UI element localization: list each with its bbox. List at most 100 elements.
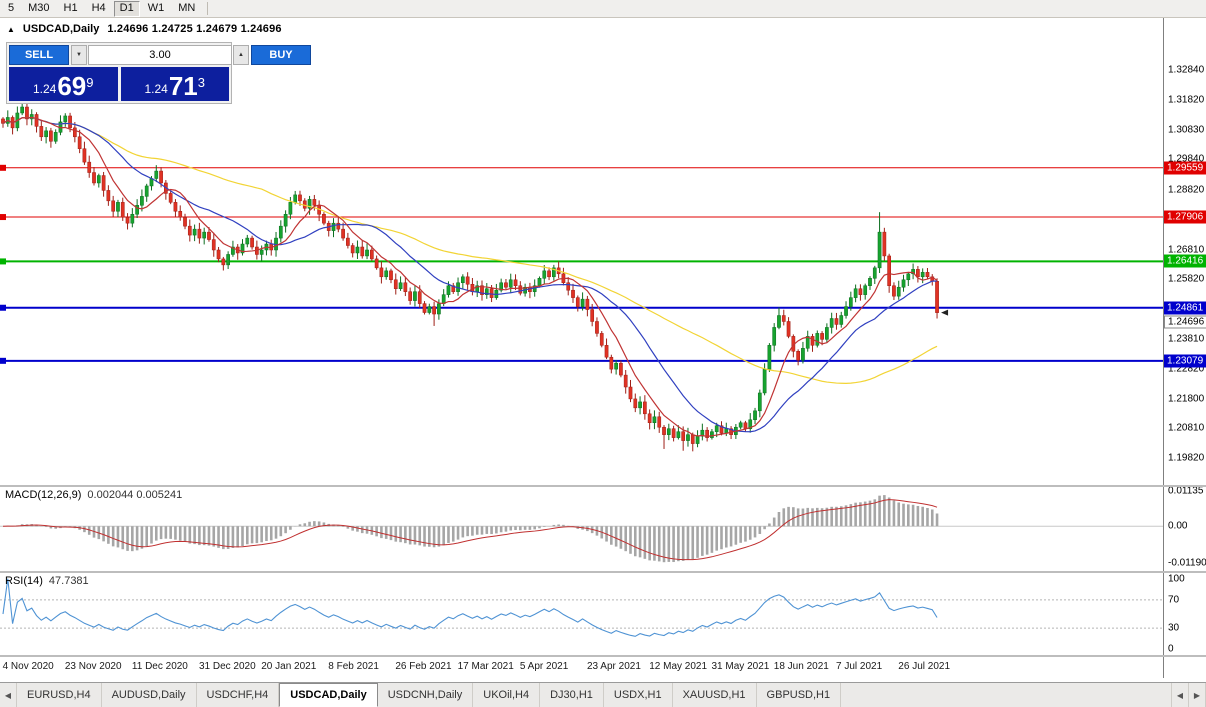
candle-body	[858, 288, 863, 295]
candle-body	[547, 270, 551, 278]
candle-body	[738, 422, 743, 428]
sell-price-prefix: 1.24	[32, 82, 57, 96]
tabs-scroll-right-icon[interactable]: ▶	[1189, 683, 1206, 707]
candle-body	[20, 106, 25, 114]
candle-body	[393, 279, 398, 289]
candle-body	[748, 419, 753, 429]
timeframe-m30[interactable]: M30	[22, 1, 55, 17]
candle-body	[901, 279, 906, 288]
candle-body	[815, 333, 820, 346]
tabs-left-edge-icon[interactable]: ◀	[0, 683, 17, 707]
date-label: 8 Feb 2021	[328, 661, 379, 672]
sell-button[interactable]: SELL	[9, 45, 69, 65]
price-marker-1.26416: 1.26416	[1164, 254, 1206, 268]
candle-body	[508, 279, 513, 288]
ma-medium-line	[2, 116, 938, 433]
timeframe-mn[interactable]: MN	[172, 1, 201, 17]
tab-dj30-h1[interactable]: DJ30,H1	[540, 683, 604, 707]
macd-signal-line	[2, 499, 938, 561]
candle-body	[820, 333, 824, 340]
candle-body	[757, 392, 762, 412]
rsi-scale-label: 30	[1168, 622, 1180, 634]
volume-increase-button[interactable]: ▲	[233, 45, 249, 65]
sell-price-display[interactable]: 1.24 69 9	[9, 67, 118, 101]
date-label: 12 May 2021	[649, 661, 708, 672]
buy-price-display[interactable]: 1.24 71 3	[120, 67, 229, 101]
candle-body	[298, 194, 302, 202]
line-anchor[interactable]	[0, 258, 6, 265]
volume-input[interactable]	[88, 45, 232, 65]
candle-body	[341, 228, 345, 239]
macd-title: MACD(12,26,9) 0.002044 0.005241	[5, 489, 182, 501]
volume-decrease-button[interactable]: ▼	[71, 45, 87, 65]
date-label: 5 Apr 2021	[519, 661, 569, 672]
candle-body	[183, 216, 187, 227]
timeframe-5[interactable]: 5	[2, 1, 20, 17]
chart-symbol-title: USDCAD,Daily	[22, 23, 100, 35]
candle-body	[489, 288, 494, 298]
price-scale-label: 1.26810	[1168, 244, 1205, 256]
date-axis[interactable]: 4 Nov 2020 23 Nov 2020 11 Dec 2020 31 Dec 2…	[0, 656, 1163, 682]
tab-usdchf-h4[interactable]: USDCHF,H4	[197, 683, 280, 707]
collapse-chart-icon[interactable]: ▲	[7, 24, 15, 34]
buy-button[interactable]: BUY	[251, 45, 311, 65]
tab-usdcad-daily[interactable]: USDCAD,Daily	[279, 683, 378, 707]
tab-xauusd-h1[interactable]: XAUUSD,H1	[673, 683, 757, 707]
candle-body	[207, 231, 211, 240]
tab-ukoil-h4[interactable]: UKOil,H4	[473, 683, 541, 707]
candle-body	[518, 285, 523, 294]
current-price-label: 1.24696	[1164, 315, 1206, 329]
candle-body	[681, 431, 686, 441]
candle-body	[604, 345, 609, 358]
panel-splitter[interactable]	[0, 655, 1206, 657]
price-scale-label: 1.28820	[1168, 184, 1205, 196]
candle-body	[700, 429, 705, 437]
rsi-line	[2, 578, 938, 637]
candle-body	[192, 228, 197, 236]
candle-body	[432, 306, 436, 315]
candle-body	[877, 231, 882, 269]
line-anchor[interactable]	[0, 357, 6, 364]
candle-body	[662, 426, 666, 435]
candle-body	[609, 356, 614, 370]
rsi-title-text: RSI(14)	[5, 575, 43, 587]
candle-body	[652, 416, 657, 423]
line-anchor[interactable]	[0, 164, 6, 171]
tab-eurusd-h4[interactable]: EURUSD,H4	[17, 683, 102, 707]
panel-splitter[interactable]	[0, 485, 1206, 487]
candle-body	[614, 362, 618, 370]
price-scale-label: 1.29840	[1168, 153, 1205, 165]
price-scale-label: 1.19820	[1168, 452, 1205, 464]
price-marker-1.23079: 1.23079	[1164, 354, 1206, 368]
price-scale[interactable]: 1.328401.318201.308301.298401.288201.278…	[1163, 18, 1206, 678]
candle-body	[906, 273, 911, 281]
candle-body	[408, 291, 412, 301]
candle-body	[810, 336, 815, 346]
timeframe-h1[interactable]: H1	[58, 1, 84, 17]
tab-audusd-daily[interactable]: AUDUSD,Daily	[102, 683, 197, 707]
timeframe-w1[interactable]: W1	[142, 1, 171, 17]
chart-ohlc-bar: ▲ USDCAD,Daily 1.24696 1.24725 1.24679 1…	[0, 18, 1163, 40]
toolbar-separator	[207, 2, 209, 15]
macd-chart[interactable]	[0, 487, 1163, 571]
candle-body	[49, 130, 53, 142]
timeframe-d1[interactable]: D1	[113, 0, 140, 17]
tab-usdx-h1[interactable]: USDX,H1	[604, 683, 673, 707]
candle-body	[63, 115, 68, 123]
candle-body	[369, 249, 374, 260]
tabs-scroll-left-icon[interactable]: ◀	[1172, 683, 1189, 707]
timeframe-h4[interactable]: H4	[86, 1, 112, 17]
candle-body	[226, 254, 230, 266]
rsi-chart[interactable]	[0, 573, 1163, 655]
tab-gbpusd-h1[interactable]: GBPUSD,H1	[757, 683, 842, 707]
tabs-scroll-buttons: ◀ ▶	[1171, 683, 1206, 707]
line-anchor[interactable]	[0, 214, 6, 221]
candle-body	[647, 413, 652, 423]
candle-body	[916, 269, 920, 278]
tab-usdcnh-daily[interactable]: USDCNH,Daily	[378, 683, 474, 707]
ma-slow-line	[2, 116, 938, 384]
line-anchor[interactable]	[0, 304, 6, 311]
candle-body	[73, 127, 77, 138]
panel-splitter[interactable]	[0, 571, 1206, 573]
price-chart[interactable]	[0, 40, 1163, 485]
